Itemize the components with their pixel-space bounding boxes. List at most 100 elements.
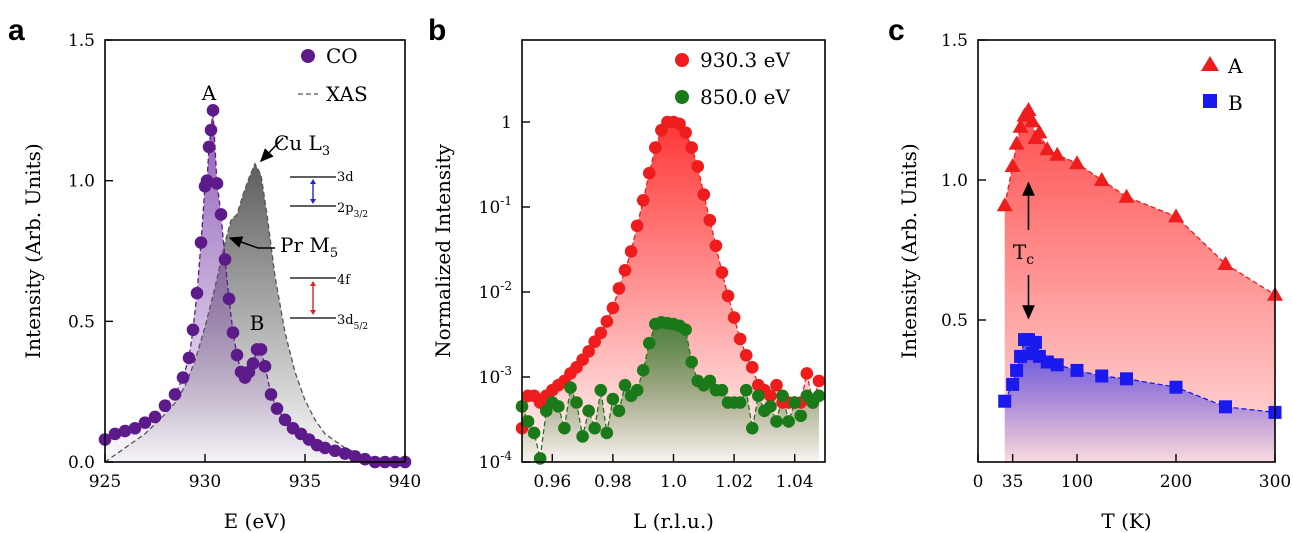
y-axis-label: Intensity (Arb. Units) xyxy=(21,143,45,358)
point-930 xyxy=(642,166,656,180)
point-a xyxy=(1024,113,1041,128)
legend-930-marker xyxy=(675,53,689,67)
panel-label-c: c xyxy=(888,14,905,47)
co-point xyxy=(168,388,182,401)
point-b xyxy=(1006,377,1020,391)
legend-850-label: 850.0 eV xyxy=(700,85,790,109)
pr-m5-label: Pr M5 xyxy=(280,233,338,261)
level-3d52-label: 3d5/2 xyxy=(337,313,368,332)
series-930-area xyxy=(522,122,819,462)
point-930 xyxy=(630,219,644,233)
point-930 xyxy=(649,141,662,154)
x-axis-label: E (eV) xyxy=(224,509,287,533)
pr-m5-arrow xyxy=(228,236,275,249)
point-850 xyxy=(794,409,808,423)
x-tick-label: 200 xyxy=(1160,472,1192,492)
x-tick-label: 300 xyxy=(1259,472,1291,492)
point-b xyxy=(1014,349,1028,363)
point-930 xyxy=(812,374,826,388)
point-930 xyxy=(606,301,620,315)
co-point xyxy=(200,174,214,187)
point-850 xyxy=(636,363,650,377)
point-850 xyxy=(527,426,541,440)
y-tick-base: 10 xyxy=(479,283,501,303)
point-930 xyxy=(594,326,608,340)
point-850 xyxy=(630,383,644,397)
y-axis-label: Normalized Intensity xyxy=(431,143,455,358)
y-tick-exp: -2 xyxy=(500,279,512,293)
y-tick-exp: -4 xyxy=(500,449,512,463)
tc-label-base: T xyxy=(1013,240,1027,264)
x-tick-label: 940 xyxy=(389,472,421,492)
point-930 xyxy=(679,126,692,139)
point-b xyxy=(1219,400,1232,414)
point-850 xyxy=(752,389,765,403)
y-tick-label: 0.5 xyxy=(68,312,95,332)
y-tick-base: 1 xyxy=(501,113,512,133)
co-point xyxy=(214,208,228,221)
co-point xyxy=(222,292,236,306)
point-b xyxy=(1050,358,1064,372)
point-850 xyxy=(612,404,626,418)
x-tick-label: 935 xyxy=(289,472,321,492)
xas-area xyxy=(105,163,405,462)
y-tick-label: 1 xyxy=(501,113,512,133)
point-850 xyxy=(642,336,656,350)
point-930 xyxy=(582,345,595,358)
point-a xyxy=(1069,155,1085,170)
point-930 xyxy=(764,389,777,403)
peak-a-label: A xyxy=(201,81,217,105)
co-area xyxy=(105,110,405,462)
chart-panel-a: 925 930 935 940 0.0 0.5 1.0 1.5 E (eV) Intensity … xyxy=(21,31,421,533)
x-axis-label: L (r.l.u.) xyxy=(633,509,714,533)
point-b xyxy=(1010,363,1024,377)
level-4f-label: 4f xyxy=(337,273,351,288)
tc-label: Tc xyxy=(1013,240,1034,268)
co-point xyxy=(204,123,218,137)
level-2p-label: 2p3/2 xyxy=(337,201,368,220)
co-point xyxy=(348,450,362,463)
co-point xyxy=(328,444,342,458)
point-850 xyxy=(776,389,789,403)
cu-l3-label: Cu L3 xyxy=(274,131,330,159)
point-850 xyxy=(715,383,729,397)
co-point xyxy=(206,104,220,117)
cu-l3-label-sub: 3 xyxy=(322,144,330,159)
x-tick-label: 1.04 xyxy=(776,472,814,492)
co-point xyxy=(148,410,162,424)
point-850 xyxy=(745,421,759,435)
y-tick-label: 0.0 xyxy=(68,453,95,473)
y-axis-label: Intensity (Arb. Units) xyxy=(897,143,921,358)
point-930 xyxy=(709,239,723,253)
co-point xyxy=(158,399,172,413)
point-930 xyxy=(612,282,626,295)
x-tick-label: 100 xyxy=(1061,472,1093,492)
co-point xyxy=(254,343,268,356)
y-tick-label: 0.5 xyxy=(941,311,968,331)
y-tick-base: 10 xyxy=(479,368,501,388)
legend-b-label: B xyxy=(1228,91,1243,115)
legend-co-marker xyxy=(301,49,315,63)
level-3d52-label-base: 3d xyxy=(337,313,354,328)
co-point xyxy=(182,351,196,365)
co-point xyxy=(278,413,292,427)
point-930 xyxy=(727,311,741,324)
point-850 xyxy=(606,392,620,406)
pr-m5-label-sub: 5 xyxy=(330,246,338,261)
co-point xyxy=(138,416,152,429)
point-930 xyxy=(721,289,735,303)
point-850 xyxy=(770,415,783,428)
point-850 xyxy=(570,396,583,409)
x-tick-label: 1.02 xyxy=(715,472,753,492)
point-930 xyxy=(715,266,729,279)
point-930 xyxy=(745,361,759,374)
point-850 xyxy=(552,400,565,413)
y-tick-label: 10-1 xyxy=(479,194,512,218)
co-point xyxy=(218,253,232,266)
co-point xyxy=(226,326,240,339)
plot-frame-c xyxy=(977,39,1276,463)
point-850 xyxy=(679,323,692,337)
point-850 xyxy=(812,389,826,403)
